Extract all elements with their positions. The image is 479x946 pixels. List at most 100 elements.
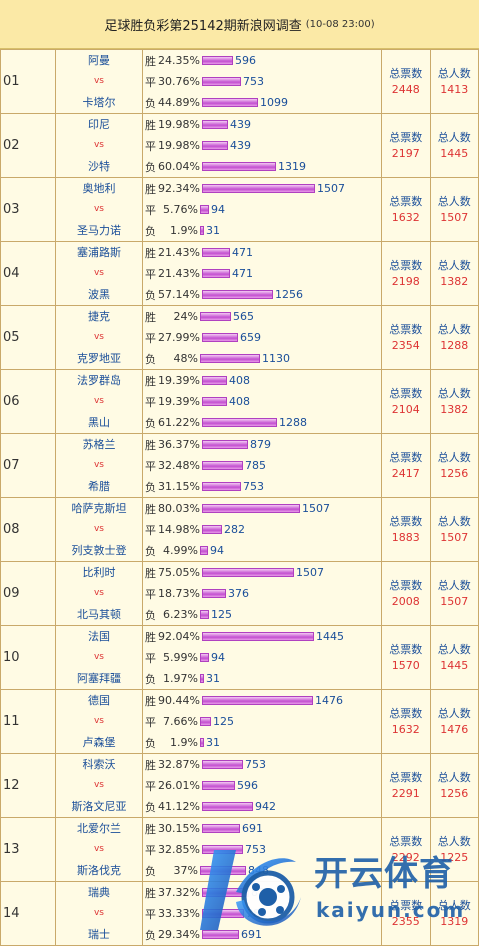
- stat-bar: [201, 461, 243, 470]
- away-team-link[interactable]: 阿塞拜疆: [77, 672, 121, 685]
- home-team-link[interactable]: 德国: [88, 694, 110, 707]
- away-team-link[interactable]: 北马其顿: [77, 608, 121, 621]
- stat-bar: [201, 930, 239, 939]
- stat-count: 471: [231, 267, 253, 280]
- stat-percent: 36.37%: [158, 438, 200, 451]
- stat-label: 胜: [145, 694, 156, 708]
- total-votes-cell: 总票数 1883: [381, 497, 431, 562]
- home-team-link[interactable]: 塞浦路斯: [77, 246, 121, 259]
- home-team-link[interactable]: 奥地利: [82, 182, 116, 195]
- away-team-link[interactable]: 波黑: [88, 288, 110, 301]
- match-number: 08: [0, 497, 56, 562]
- home-team-link[interactable]: 哈萨克斯坦: [71, 502, 127, 515]
- match-row: 03 奥地利 vs 圣马力诺 胜 92.34% 1507 平 5.76% 94 …: [0, 177, 479, 242]
- stat-bar: [201, 376, 227, 385]
- away-team-link[interactable]: 卢森堡: [82, 736, 116, 749]
- stat-label: 平: [145, 843, 156, 857]
- stat-count: 1507: [295, 566, 324, 579]
- total-votes-cell: 总票数 2291: [381, 753, 431, 818]
- stat-count: 596: [234, 54, 256, 67]
- stat-label: 负: [145, 608, 156, 622]
- match-number: 02: [0, 113, 56, 178]
- stat-row: 平 30.76% 753: [145, 71, 381, 92]
- total-votes-cell: 总票数 2355: [381, 881, 431, 946]
- total-people-label: 总人数: [437, 706, 471, 720]
- home-team-link[interactable]: 捷克: [88, 310, 110, 323]
- stat-row: 胜 80.03% 1507: [145, 498, 381, 519]
- stat-percent: 92.04%: [158, 630, 200, 643]
- away-team-link[interactable]: 斯洛伐克: [77, 864, 121, 877]
- stat-count: 1099: [259, 96, 288, 109]
- stat-label: 胜: [145, 182, 156, 196]
- total-votes-label: 总票数: [389, 578, 423, 592]
- away-team-link[interactable]: 克罗地亚: [77, 352, 121, 365]
- total-votes-value: 1570: [391, 658, 420, 672]
- stat-percent: 1.9%: [170, 224, 198, 237]
- stat-percent: 92.34%: [158, 182, 200, 195]
- away-team-link[interactable]: 希腊: [88, 480, 110, 493]
- stat-row: 胜 24.35% 596: [145, 50, 381, 71]
- away-team-link[interactable]: 沙特: [88, 160, 110, 173]
- stat-bar: [200, 653, 209, 662]
- stat-percent: 61.22%: [158, 416, 200, 429]
- stat-row: 平 18.73% 376: [145, 583, 381, 604]
- stat-bar: [201, 802, 253, 811]
- stat-count: 785: [245, 907, 267, 920]
- home-team-link[interactable]: 阿曼: [88, 54, 110, 67]
- match-row: 07 苏格兰 vs 希腊 胜 36.37% 879 平 32.48% 785 负…: [0, 433, 479, 498]
- stat-count: 879: [249, 438, 271, 451]
- home-team-link[interactable]: 印尼: [88, 118, 110, 131]
- total-votes-cell: 总票数 2198: [381, 241, 431, 306]
- vs-label: vs: [93, 140, 104, 150]
- total-people-value: 1382: [440, 274, 469, 288]
- stat-label: 负: [145, 416, 156, 430]
- away-team-link[interactable]: 圣马力诺: [77, 224, 121, 237]
- home-team-link[interactable]: 法罗群岛: [77, 374, 121, 387]
- total-votes-cell: 总票数 2292: [381, 817, 431, 882]
- stat-row: 负 31.15% 753: [145, 476, 381, 497]
- away-team-link[interactable]: 瑞士: [88, 928, 110, 941]
- total-votes-cell: 总票数 2354: [381, 305, 431, 370]
- stat-count: 596: [236, 779, 258, 792]
- home-team-link[interactable]: 北爱尔兰: [77, 822, 121, 835]
- stat-row: 胜 92.34% 1507: [145, 178, 381, 199]
- match-stats: 胜 21.43% 471 平 21.43% 471 负 57.14% 1256: [142, 241, 382, 306]
- stat-label: 胜: [145, 374, 156, 388]
- stat-percent: 7.66%: [163, 715, 198, 728]
- home-team-link[interactable]: 法国: [88, 630, 110, 643]
- stat-count: 439: [229, 139, 251, 152]
- total-people-cell: 总人数 1507: [429, 497, 479, 562]
- stat-label: 胜: [145, 886, 156, 900]
- stat-percent: 48%: [173, 352, 198, 365]
- total-people-label: 总人数: [437, 450, 471, 464]
- stat-count: 659: [239, 331, 261, 344]
- home-team-link[interactable]: 科索沃: [82, 758, 116, 771]
- match-stats: 胜 37.32% 879 平 33.33% 785 负 29.34% 691: [142, 881, 382, 946]
- stat-label: 胜: [145, 438, 156, 452]
- stat-label: 负: [145, 736, 156, 750]
- stat-label: 负: [145, 928, 156, 942]
- home-team-link[interactable]: 瑞典: [88, 886, 110, 899]
- home-team-link[interactable]: 比利时: [82, 566, 116, 579]
- away-team-link[interactable]: 斯洛文尼亚: [71, 800, 127, 813]
- away-team-link[interactable]: 卡塔尔: [82, 96, 116, 109]
- stat-label: 胜: [145, 310, 156, 324]
- away-team-link[interactable]: 黑山: [88, 416, 110, 429]
- total-people-label: 总人数: [437, 386, 471, 400]
- stat-row: 负 57.14% 1256: [145, 284, 381, 305]
- away-team-link[interactable]: 列支敦士登: [71, 544, 127, 557]
- stat-label: 负: [145, 544, 156, 558]
- stat-label: 负: [145, 800, 156, 814]
- total-people-label: 总人数: [437, 194, 471, 208]
- match-teams: 北爱尔兰 vs 斯洛伐克: [55, 817, 143, 882]
- home-team-link[interactable]: 苏格兰: [82, 438, 116, 451]
- stat-percent: 29.34%: [158, 928, 200, 941]
- stat-bar: [201, 632, 314, 641]
- total-people-label: 总人数: [437, 514, 471, 528]
- stat-label: 平: [145, 395, 156, 409]
- match-row: 12 科索沃 vs 斯洛文尼亚 胜 32.87% 753 平 26.01% 59…: [0, 753, 479, 818]
- total-votes-value: 2354: [391, 338, 420, 352]
- match-stats: 胜 24.35% 596 平 30.76% 753 负 44.89% 1099: [142, 49, 382, 114]
- stat-percent: 1.9%: [170, 736, 198, 749]
- stat-row: 平 19.39% 408: [145, 391, 381, 412]
